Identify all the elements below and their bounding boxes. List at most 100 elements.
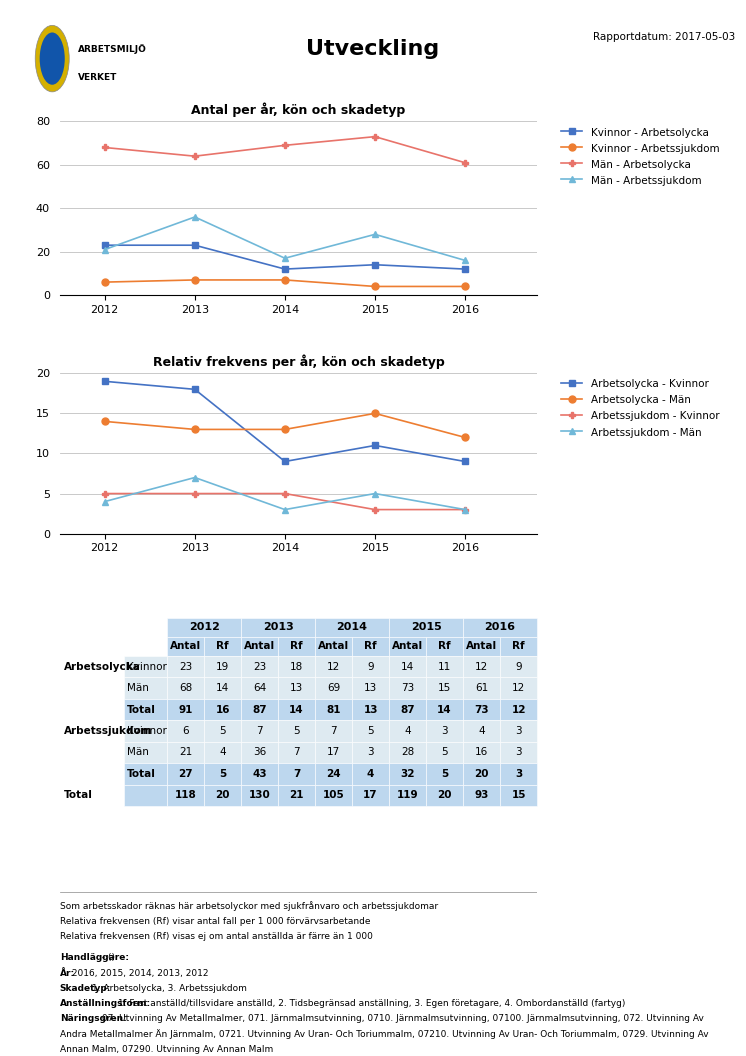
Bar	[167, 699, 204, 720]
Bar	[167, 741, 204, 763]
Text: 9: 9	[367, 662, 374, 672]
Arbetsolycka - Män	[100, 415, 109, 428]
Line: Arbetsolycka - Män: Arbetsolycka - Män	[101, 410, 468, 441]
Bar	[389, 699, 426, 720]
Text: Näringsgren:: Näringsgren:	[60, 1015, 126, 1023]
Bar	[204, 763, 241, 785]
Text: 27: 27	[178, 769, 193, 779]
Bar	[60, 741, 124, 763]
Bar	[389, 741, 426, 763]
Arbetsolycka - Män	[371, 407, 380, 419]
Arbetssjukdom - Kvinnor	[371, 504, 380, 516]
Bar	[426, 699, 463, 720]
Arbetssjukdom - Män	[460, 504, 469, 516]
Bar	[463, 785, 500, 806]
Bar	[241, 699, 278, 720]
Bar	[315, 699, 352, 720]
Arbetsolycka - Kvinnor	[100, 375, 109, 388]
Bar	[315, 618, 389, 637]
Text: 12: 12	[512, 683, 525, 693]
Text: Rf: Rf	[439, 641, 451, 652]
Text: 64: 64	[253, 683, 266, 693]
Text: 11: 11	[438, 662, 451, 672]
Bar	[500, 720, 537, 741]
Text: 87: 87	[252, 704, 267, 715]
Män - Arbetsolycka	[190, 150, 199, 163]
Bar	[500, 699, 537, 720]
Bar	[241, 763, 278, 785]
Män - Arbetssjukdom	[371, 228, 380, 241]
Bar	[389, 618, 463, 637]
Bar	[426, 763, 463, 785]
Legend: Arbetsolycka - Kvinnor, Arbetsolycka - Män, Arbetssjukdom - Kvinnor, Arbetssjukd: Arbetsolycka - Kvinnor, Arbetsolycka - M…	[562, 378, 719, 437]
Line: Arbetssjukdom - Män: Arbetssjukdom - Män	[101, 474, 468, 513]
Text: 9: 9	[515, 662, 522, 672]
Bar	[426, 637, 463, 656]
Text: Relativa frekvensen (Rf) visar antal fall per 1 000 förvärvsarbetande: Relativa frekvensen (Rf) visar antal fal…	[60, 917, 370, 926]
Text: 3: 3	[515, 725, 522, 736]
Text: 20: 20	[216, 790, 230, 800]
Bar	[60, 656, 124, 677]
Bar	[278, 637, 315, 656]
Bar	[241, 741, 278, 763]
Text: 21: 21	[179, 748, 192, 757]
Bar	[241, 785, 278, 806]
Text: Antal: Antal	[318, 641, 349, 652]
Text: 2013: 2013	[263, 622, 293, 633]
Bar	[352, 785, 389, 806]
Line: Kvinnor - Arbetssjukdom: Kvinnor - Arbetssjukdom	[101, 277, 468, 290]
Text: 68: 68	[179, 683, 192, 693]
Text: 2016: 2016	[485, 622, 515, 633]
Bar	[204, 699, 241, 720]
Ellipse shape	[40, 33, 65, 84]
Arbetssjukdom - Män	[100, 495, 109, 508]
Title: Relativ frekvens per år, kön och skadetyp: Relativ frekvens per år, kön och skadety…	[152, 355, 445, 370]
Text: Annan Malm, 07290. Utvinning Av Annan Malm: Annan Malm, 07290. Utvinning Av Annan Ma…	[60, 1044, 273, 1054]
Kvinnor - Arbetsolycka	[460, 263, 469, 276]
Text: 3: 3	[442, 725, 448, 736]
Bar	[124, 741, 167, 763]
Bar	[278, 741, 315, 763]
Text: Män: Män	[127, 748, 148, 757]
Text: 36: 36	[253, 748, 266, 757]
Text: 20: 20	[474, 769, 489, 779]
Kvinnor - Arbetsolycka	[280, 263, 289, 276]
Kvinnor - Arbetssjukdom	[460, 280, 469, 293]
Bar	[352, 720, 389, 741]
Kvinnor - Arbetsolycka	[371, 259, 380, 271]
Text: 07. Utvinning Av Metallmalmer, 071. Järnmalmsutvinning, 0710. Järnmalmsutvinning: 07. Utvinning Av Metallmalmer, 071. Järn…	[98, 1015, 703, 1023]
Text: VERKET: VERKET	[78, 73, 118, 82]
Text: 14: 14	[401, 662, 414, 672]
Line: Män - Arbetssjukdom: Män - Arbetssjukdom	[101, 213, 468, 264]
Text: Arbetsolycka: Arbetsolycka	[63, 662, 140, 672]
Legend: Kvinnor - Arbetsolycka, Kvinnor - Arbetssjukdom, Män - Arbetsolycka, Män - Arbet: Kvinnor - Arbetsolycka, Kvinnor - Arbets…	[562, 127, 719, 186]
Text: Kvinnor: Kvinnor	[127, 662, 166, 672]
Text: 4: 4	[478, 725, 485, 736]
Bar	[500, 656, 537, 677]
Text: 17: 17	[327, 748, 340, 757]
Bar	[278, 763, 315, 785]
Text: 73: 73	[474, 704, 489, 715]
Bar	[426, 720, 463, 741]
Bar	[389, 656, 426, 677]
Bar	[352, 677, 389, 699]
Kvinnor - Arbetsolycka	[100, 239, 109, 251]
Text: Antal: Antal	[392, 641, 423, 652]
Bar	[167, 656, 204, 677]
Text: 15: 15	[511, 790, 526, 800]
Bar	[60, 637, 167, 656]
Text: 23: 23	[253, 662, 266, 672]
Arbetssjukdom - Kvinnor	[190, 487, 199, 499]
Text: 3: 3	[515, 748, 522, 757]
Text: 2012: 2012	[189, 622, 219, 633]
Bar	[241, 720, 278, 741]
Bar	[60, 677, 124, 699]
Bar	[500, 763, 537, 785]
Text: 3: 3	[367, 748, 374, 757]
Text: 28: 28	[401, 748, 414, 757]
Text: 14: 14	[289, 704, 304, 715]
Text: 87: 87	[401, 704, 415, 715]
Bar	[167, 637, 204, 656]
Bar	[389, 637, 426, 656]
Text: 91: 91	[178, 704, 192, 715]
